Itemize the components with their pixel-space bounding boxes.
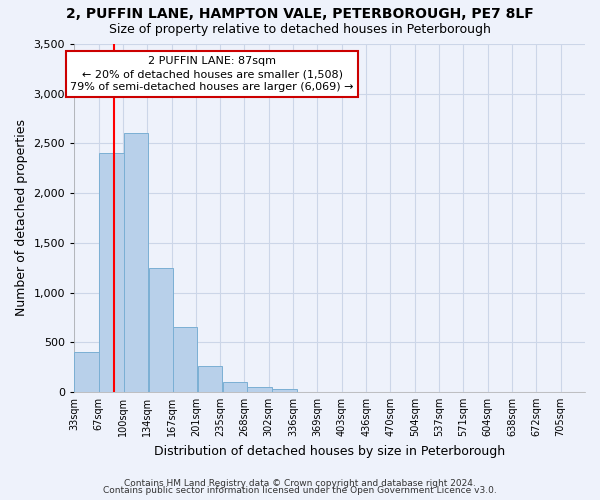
- X-axis label: Distribution of detached houses by size in Peterborough: Distribution of detached houses by size …: [154, 444, 505, 458]
- Bar: [149, 268, 173, 392]
- Text: Contains HM Land Registry data © Crown copyright and database right 2024.: Contains HM Land Registry data © Crown c…: [124, 478, 476, 488]
- Bar: [247, 387, 272, 392]
- Bar: [198, 366, 223, 392]
- Bar: [99, 154, 124, 392]
- Bar: [74, 352, 98, 392]
- Y-axis label: Number of detached properties: Number of detached properties: [15, 120, 28, 316]
- Bar: [223, 382, 247, 392]
- Bar: [272, 389, 297, 392]
- Text: 2, PUFFIN LANE, HAMPTON VALE, PETERBOROUGH, PE7 8LF: 2, PUFFIN LANE, HAMPTON VALE, PETERBOROU…: [66, 8, 534, 22]
- Bar: [124, 134, 148, 392]
- Text: Size of property relative to detached houses in Peterborough: Size of property relative to detached ho…: [109, 22, 491, 36]
- Bar: [173, 328, 197, 392]
- Text: 2 PUFFIN LANE: 87sqm
← 20% of detached houses are smaller (1,508)
79% of semi-de: 2 PUFFIN LANE: 87sqm ← 20% of detached h…: [70, 56, 354, 92]
- Text: Contains public sector information licensed under the Open Government Licence v3: Contains public sector information licen…: [103, 486, 497, 495]
